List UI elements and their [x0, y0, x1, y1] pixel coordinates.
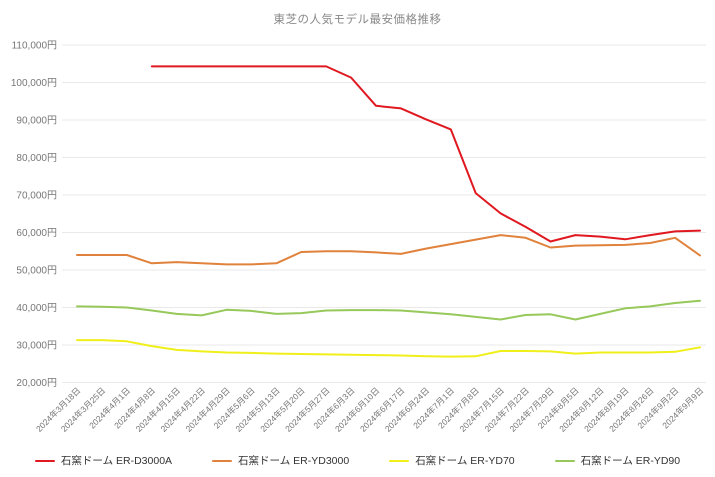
y-axis-label: 110,000円 [12, 41, 57, 52]
series-line-er-yd90 [76, 299, 701, 321]
legend-item-er-d3000a: 石窯ドーム ER-D3000A [34, 453, 173, 468]
legend-label: 石窯ドーム ER-D3000A [60, 455, 173, 467]
y-axis-label: 50,000円 [16, 266, 57, 277]
chart-title: 東芝の人気モデル最安価格推移 [273, 14, 442, 26]
chart-canvas: 110,000円 100,000円 90,000円 80,000円 70,000円 60,… [11, 41, 706, 434]
legend-label: 石窯ドーム ER-YD70 [415, 455, 515, 467]
legend-label: 石窯ドーム ER-YD3000 [238, 455, 350, 467]
legend-item-er-yd3000: 石窯ドーム ER-YD3000 [212, 453, 349, 468]
series-line-er-yd70 [76, 339, 701, 358]
y-axis-label: 60,000円 [16, 228, 57, 239]
y-axis-label: 90,000円 [16, 116, 57, 127]
series-line-er-yd3000 [76, 234, 701, 266]
chart-legend: 石窯ドーム ER-D3000A 石窯ドーム ER-YD3000 石窯ドーム ER… [0, 453, 715, 468]
legend-label: 石窯ドーム ER-YD90 [580, 455, 681, 467]
legend-line-swatch [554, 459, 575, 462]
y-axis-label: 20,000円 [16, 378, 57, 389]
legend-line-swatch [212, 459, 233, 462]
y-axis-label: 80,000円 [16, 153, 57, 164]
legend-line-swatch [389, 459, 410, 462]
legend-line-swatch [34, 459, 55, 462]
y-axis-label: 100,000円 [11, 78, 57, 89]
y-axis-label: 70,000円 [16, 191, 57, 202]
y-axis-label: 40,000円 [16, 303, 57, 314]
legend-item-er-yd70: 石窯ドーム ER-YD70 [389, 453, 515, 468]
legend-item-er-yd90: 石窯ドーム ER-YD90 [554, 453, 681, 468]
y-axis-label: 30,000円 [16, 341, 57, 352]
series-line-er-d3000a [150, 65, 701, 243]
